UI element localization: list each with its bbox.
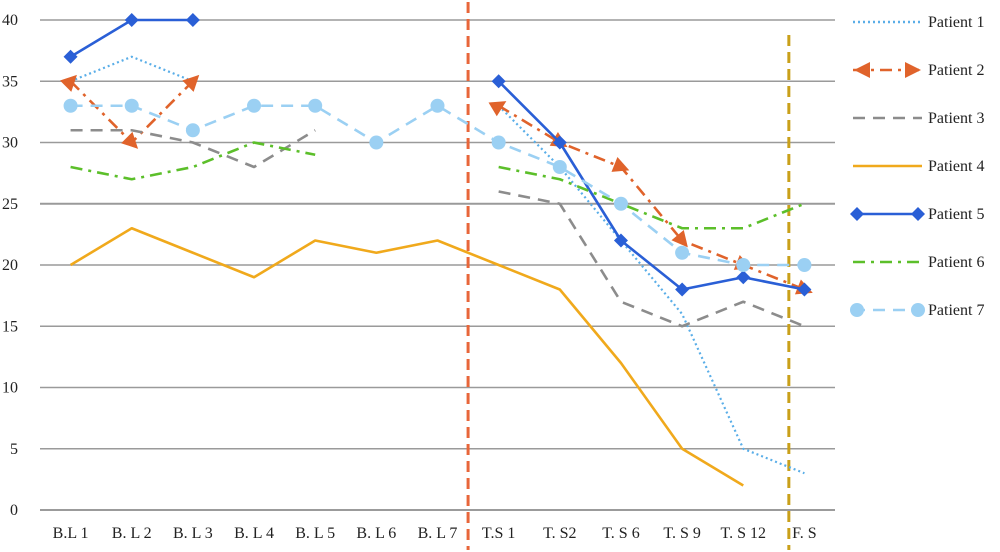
x-tick-label: B. L 7 (418, 525, 458, 542)
legend-label: Patient 5 (928, 206, 984, 223)
x-tick-label: T.S 1 (482, 525, 515, 542)
data-point (905, 62, 921, 78)
y-tick-label: 35 (2, 73, 18, 90)
data-point (613, 233, 628, 248)
data-point (124, 13, 139, 27)
series-patient-4 (69, 226, 744, 487)
y-axis-ticks: 0 5 10 15 20 25 30 35 40 (2, 12, 18, 519)
data-point (850, 303, 864, 317)
x-tick-label: B.L 1 (53, 525, 89, 542)
data-point (671, 230, 688, 248)
data-point (552, 160, 567, 174)
legend-label: Patient 1 (928, 14, 984, 31)
legend-item-patient-5: Patient 5 (850, 206, 984, 223)
data-point (124, 98, 139, 113)
legend-label: Patient 2 (928, 62, 984, 79)
data-point (552, 135, 567, 150)
data-point (797, 258, 812, 272)
y-tick-label: 25 (2, 196, 18, 213)
data-point (491, 135, 506, 150)
data-point (611, 156, 630, 172)
series-line (497, 104, 805, 291)
x-axis-ticks: B.L 1 B. L 2 B. L 3 B. L 4 B. L 5 B. L 6 B. L … (53, 525, 817, 542)
series-line (70, 55, 194, 83)
x-tick-label: T. S 12 (721, 525, 766, 542)
legend-item-patient-7: Patient 7 (850, 302, 984, 319)
data-point (675, 282, 690, 297)
y-tick-label: 40 (2, 12, 18, 29)
y-tick-label: 5 (10, 441, 18, 458)
y-tick-label: 0 (10, 502, 18, 519)
y-tick-label: 10 (2, 380, 18, 397)
data-point (59, 74, 77, 92)
series-patient-3 (70, 128, 805, 328)
legend-label: Patient 6 (928, 254, 984, 271)
data-point (854, 62, 870, 78)
series-line (70, 141, 316, 181)
data-point (488, 101, 507, 117)
x-tick-label: F. S (792, 525, 817, 542)
y-tick-label: 20 (2, 257, 18, 274)
legend-item-patient-2: Patient 2 (853, 62, 984, 79)
legend-label: Patient 4 (928, 158, 984, 175)
data-point (491, 74, 506, 89)
data-point (911, 207, 925, 221)
data-point (797, 282, 812, 297)
series-line (497, 104, 805, 475)
legend-item-patient-1: Patient 1 (853, 14, 984, 31)
series-lines (59, 13, 813, 487)
gridlines (40, 19, 835, 511)
series-line (70, 128, 316, 169)
x-tick-label: B. L 5 (295, 525, 335, 542)
data-point (736, 270, 751, 285)
series-patient-1 (70, 55, 805, 475)
legend-item-patient-3: Patient 3 (853, 110, 984, 127)
data-point (736, 258, 751, 272)
data-point (63, 98, 78, 113)
x-tick-label: B. L 4 (234, 525, 274, 542)
x-tick-label: B. L 6 (356, 525, 396, 542)
legend-item-patient-4: Patient 4 (853, 158, 984, 175)
data-point (63, 49, 78, 64)
data-point (121, 131, 139, 149)
data-point (185, 13, 200, 27)
y-tick-label: 15 (2, 318, 18, 335)
data-point (247, 98, 262, 113)
x-tick-label: T. S2 (543, 525, 576, 542)
series-patient-5 (63, 13, 812, 297)
data-point (613, 196, 628, 211)
legend-item-patient-6: Patient 6 (853, 254, 984, 271)
data-point (850, 207, 864, 221)
legend-label: Patient 7 (928, 302, 984, 319)
x-tick-label: T. S 6 (602, 525, 639, 542)
x-tick-label: T. S 9 (663, 525, 700, 542)
phase-divider-lines (466, 2, 791, 550)
series-patient-7 (63, 98, 812, 272)
data-point (308, 98, 323, 113)
legend: Patient 1 Patient 2 Patient 3 Patient 4 Pati… (850, 14, 984, 319)
series-line (498, 165, 805, 230)
data-point (369, 135, 384, 150)
series-line (69, 226, 744, 487)
data-point (430, 98, 445, 113)
series-line (498, 190, 805, 328)
series-line (497, 80, 805, 291)
data-point (182, 74, 200, 92)
legend-label: Patient 3 (928, 110, 984, 127)
x-tick-label: B. L 3 (173, 525, 213, 542)
data-point (675, 245, 690, 260)
data-point (185, 123, 200, 138)
data-point (911, 303, 925, 317)
series-patient-6 (70, 141, 805, 230)
x-tick-label: B. L 2 (112, 525, 152, 542)
y-tick-label: 30 (2, 135, 18, 152)
